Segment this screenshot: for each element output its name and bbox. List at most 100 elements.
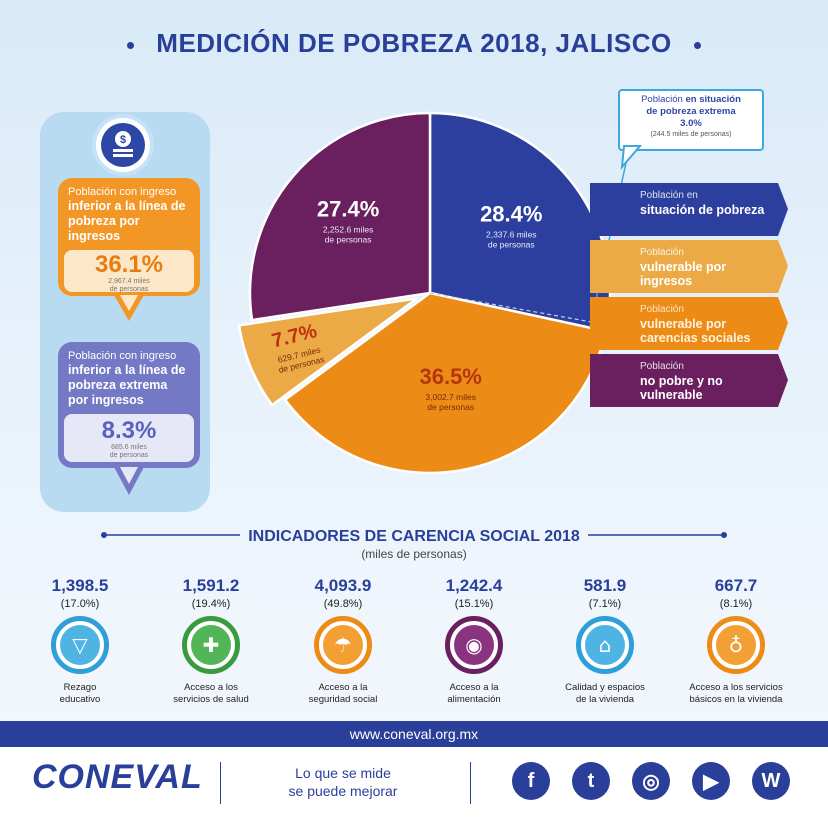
legend-item: Población no pobre y no vulnerable [590, 354, 788, 407]
indicator-label-line: básicos en la vivienda [689, 694, 783, 705]
indicator-pct: (7.1%) [588, 598, 622, 610]
indicator-label-line: alimentación [447, 694, 501, 705]
indicator-pct: (49.8%) [323, 598, 363, 610]
page-title: MEDICIÓN DE POBREZA 2018, JALISCO [0, 28, 828, 59]
svg-text:$: $ [120, 134, 126, 146]
legend-bold: situación de pobreza [640, 203, 765, 217]
indicator-ring: ✚ [182, 616, 240, 674]
box1-value: 36.1% [94, 251, 164, 278]
indicator-glyph: ♁ [728, 633, 744, 657]
indicator-label-line: Rezago [63, 682, 97, 693]
pie-detail-label: de personas [325, 235, 372, 245]
wordpress-icon[interactable]: W [752, 762, 790, 800]
slogan-line2: se puede mejorar [288, 783, 398, 799]
box2-bold: inferior a la línea de pobreza extrema p… [68, 363, 186, 407]
title-bullet-icon [693, 41, 701, 49]
box2-pointer [114, 467, 144, 495]
pie-slice [248, 111, 432, 322]
indicator-value: 667.7 [714, 576, 758, 595]
box1-pointer [114, 295, 144, 321]
legend-swatch [590, 297, 788, 350]
pie-slice [237, 297, 418, 407]
box2-value: 8.3% [101, 417, 157, 444]
indicator-value: 1,398.5 [51, 576, 109, 595]
indicator-label-line: Acceso a la [449, 682, 499, 693]
pie-detail-label: 3,002.7 miles [425, 392, 476, 402]
social-security-icon: ☂ [323, 625, 363, 665]
indicator-value: 581.9 [583, 576, 627, 595]
pie-detail-label: 2,337.6 miles [486, 229, 537, 239]
website-url[interactable]: www.coneval.org.mx [0, 721, 828, 747]
box2-value-card: 8.3% 685.6 miles de personas [64, 414, 194, 462]
legend-swatch [590, 183, 788, 236]
indicator-label-line: servicios de salud [173, 694, 249, 705]
box1-detail1: 2,967.4 miles [108, 278, 150, 285]
callout-value: 3.0% [680, 118, 702, 129]
indicator-pct: (15.1%) [454, 598, 494, 610]
indicator-label-line: de la vivienda [575, 694, 635, 705]
box1-line1: Población con ingreso [68, 186, 177, 198]
indicator-label: Acceso a la seguridad social [283, 682, 403, 706]
pie-detail-label: de personas [488, 239, 535, 249]
indicator-glyph: ⌂ [598, 633, 612, 657]
extreme-poverty-callout: Población en situación de pobreza extrem… [618, 89, 764, 151]
box2-line1: Población con ingreso [68, 350, 177, 362]
callout-line1: Población [641, 94, 683, 105]
pie-detail-label: 2,252.6 miles [323, 225, 374, 235]
footer-divider [220, 762, 221, 804]
indicator-item: 667.7 (8.1%) ♁ Acceso a los servicios básico… [676, 576, 796, 706]
footer-divider [470, 762, 471, 804]
callout-bold1: en situación [685, 94, 741, 105]
box2-detail2: de personas [109, 452, 149, 459]
indicator-item: 1,242.4 (15.1%) ◉ Acceso a la alimentación [414, 576, 534, 706]
indicator-ring: ☂ [314, 616, 372, 674]
indicator-ring: ⌂ [576, 616, 634, 674]
instagram-icon[interactable]: ◎ [632, 762, 670, 800]
legend-small: Población en [640, 190, 698, 201]
legend-small: Población [640, 304, 684, 315]
callout-detail: (244.5 miles de personas) [650, 131, 732, 138]
money-icon: $ [96, 118, 150, 172]
youtube-icon[interactable]: ▶ [692, 762, 730, 800]
indicator-label: Calidad y espacios de la vivienda [545, 682, 665, 706]
indicator-glyph: ◉ [465, 633, 483, 657]
legend-bold: no pobre y no vulnerable [640, 374, 723, 402]
indicator-label-line: educativo [59, 694, 101, 705]
indicators-divider [101, 532, 727, 538]
legend-swatch [590, 354, 788, 407]
pie-pct-label: 27.4% [317, 197, 379, 222]
pie-pct-label: 28.4% [480, 201, 542, 226]
indicators-title: INDICADORES DE CARENCIA SOCIAL 2018 [248, 528, 580, 545]
legend-small: Población [640, 247, 684, 258]
indicator-ring: ◉ [445, 616, 503, 674]
box1-value-card: 36.1% 2,967.4 miles de personas [64, 250, 194, 293]
health-icon: ✚ [191, 625, 231, 665]
indicators-subtitle: (miles de personas) [361, 547, 467, 561]
slogan-line1: Lo que se mide [295, 765, 391, 781]
slogan: Lo que se mide se puede mejorar [258, 764, 428, 800]
twitter-icon[interactable]: t [572, 762, 610, 800]
legend-item: Población vulnerable por ingresos [590, 240, 788, 293]
facebook-icon[interactable]: f [512, 762, 550, 800]
footer [0, 747, 828, 817]
legend-bold: vulnerable por carencias sociales [640, 317, 751, 345]
indicator-label: Acceso a la alimentación [414, 682, 534, 706]
indicator-item: 4,093.9 (49.8%) ☂ Acceso a la seguridad soci… [283, 576, 403, 706]
title-bullet-icon [127, 41, 135, 49]
indicator-pct: (8.1%) [719, 598, 753, 610]
legend-bold: vulnerable por ingresos [640, 260, 727, 288]
education-icon: ▽ [60, 625, 100, 665]
income-poverty-box: Población con ingreso inferior a la línea… [58, 178, 200, 296]
indicator-label-line: Calidad y espacios [565, 682, 645, 693]
title-text: MEDICIÓN DE POBREZA 2018, JALISCO [156, 28, 672, 58]
housing-icon: ⌂ [585, 625, 625, 665]
indicator-label-line: Acceso a la [318, 682, 368, 693]
indicator-label: Acceso a los servicios de salud [151, 682, 271, 706]
indicator-glyph: ✚ [202, 633, 220, 657]
indicator-value: 1,591.2 [182, 576, 240, 595]
indicator-label: Acceso a los servicios básicos en la vivi… [676, 682, 796, 706]
indicator-item: 581.9 (7.1%) ⌂ Calidad y espacios de la vivi… [545, 576, 665, 706]
indicator-ring: ▽ [51, 616, 109, 674]
